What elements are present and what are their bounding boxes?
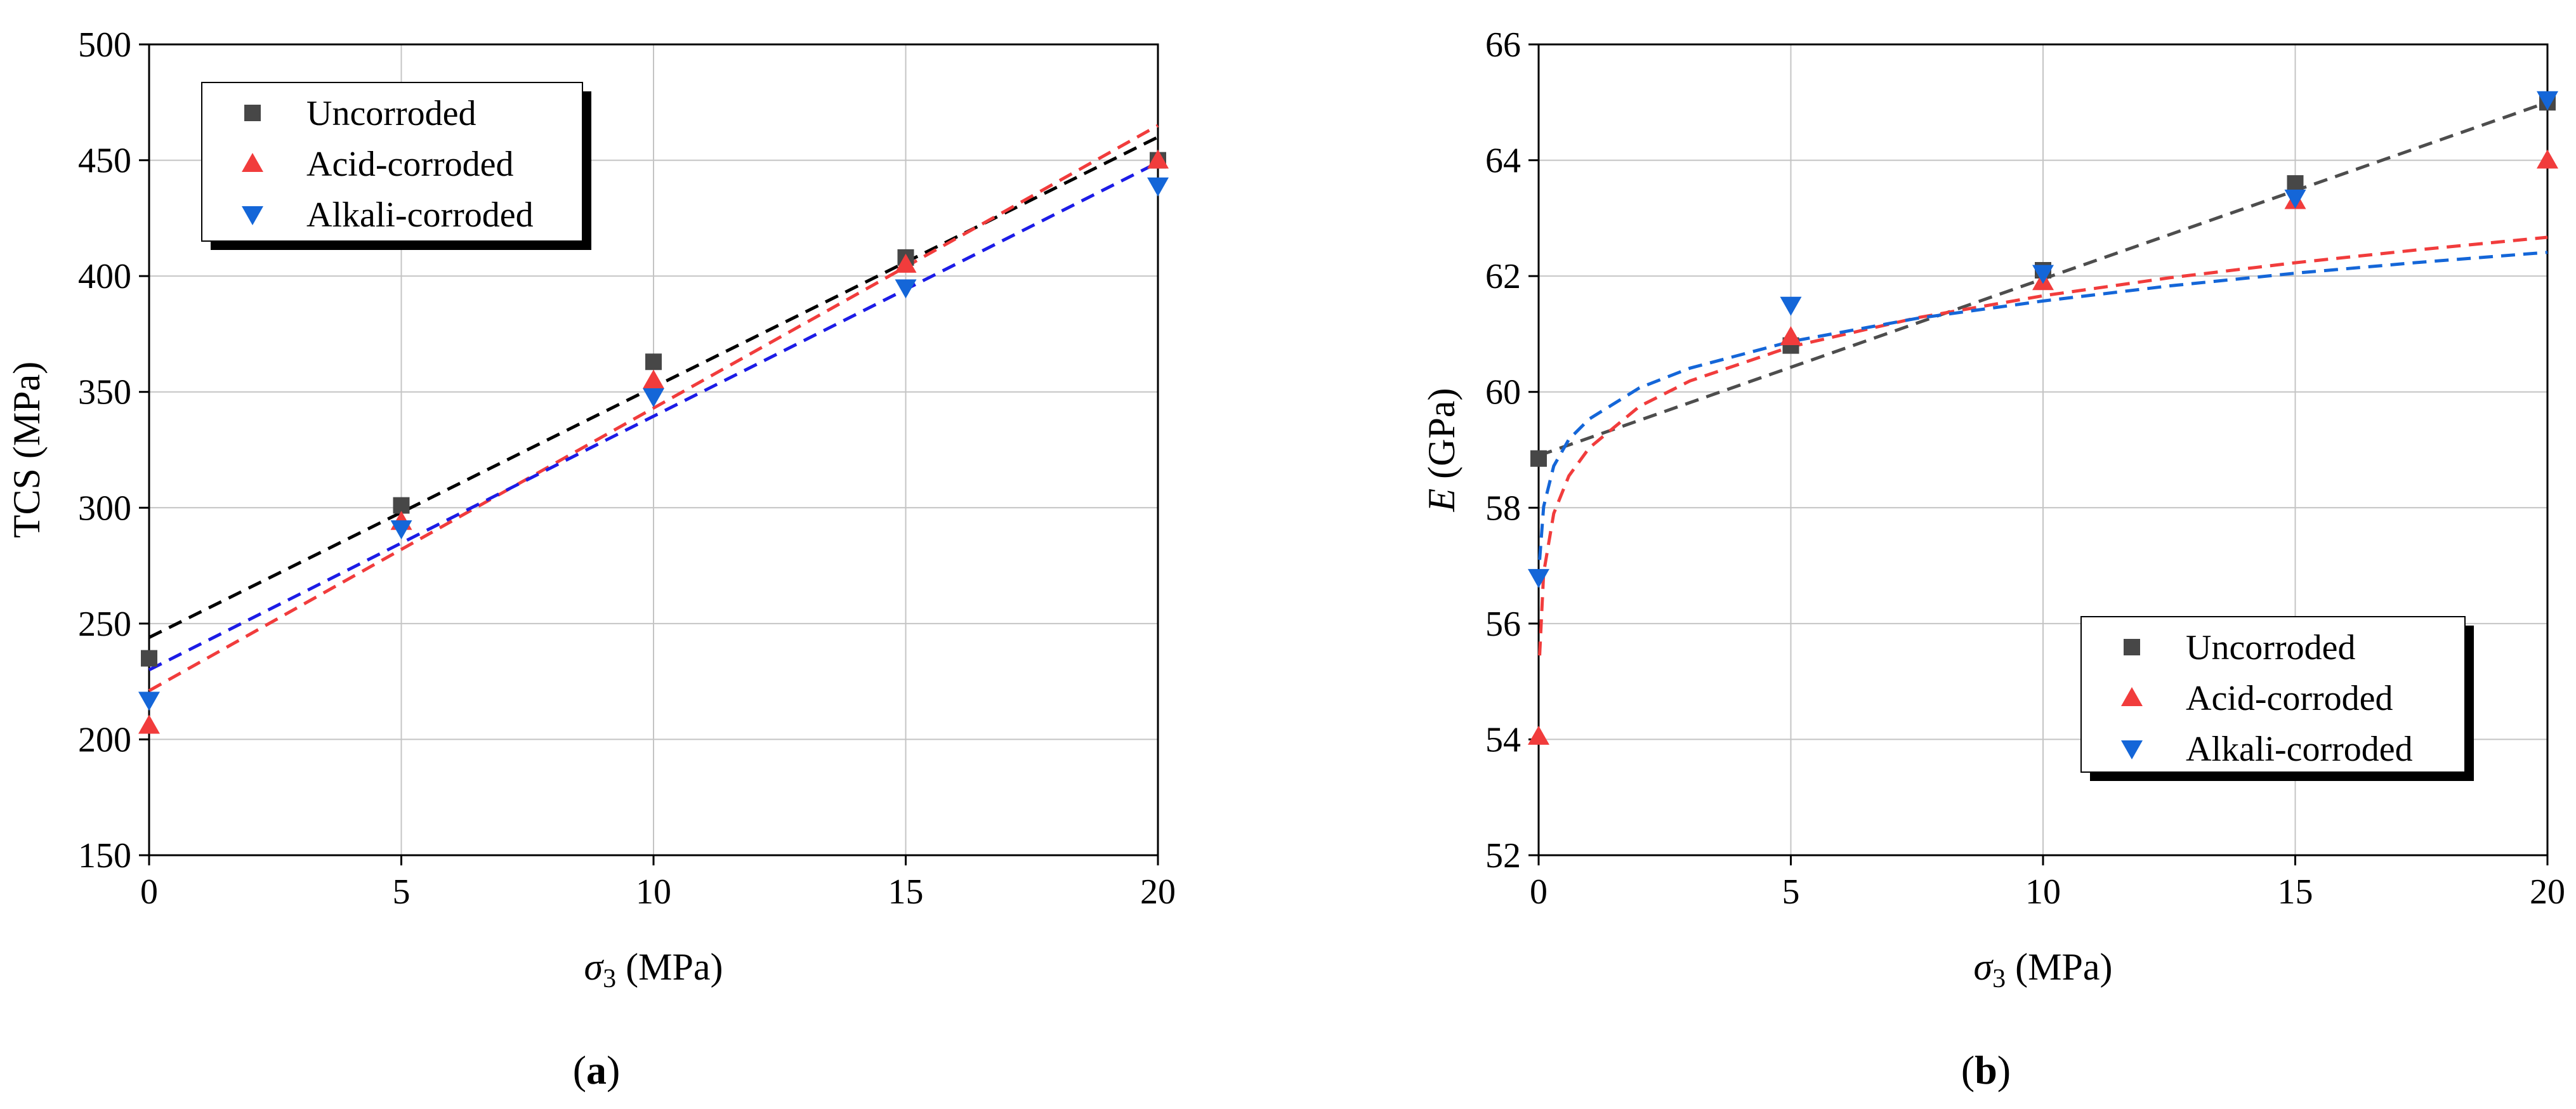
x-axis-label: σ3 (MPa) [1974, 946, 2113, 994]
legend-marker-uncorroded [2124, 639, 2140, 655]
data-point-uncorroded [1530, 450, 1547, 467]
fit-line-alkali-corroded [1538, 251, 2548, 560]
fit-line-acid-corroded [148, 124, 1159, 692]
legend-label: Alkali-corroded [306, 195, 534, 235]
data-point-acid-corroded [1147, 149, 1169, 169]
y-tick-label: 450 [78, 141, 131, 181]
panel-label-open: ( [573, 1047, 586, 1093]
y-tick-label: 54 [1485, 720, 1521, 759]
data-point-uncorroded [141, 650, 157, 667]
panel-label-close: ) [1997, 1047, 2011, 1093]
x-axis-subscript: 3 [603, 964, 616, 994]
y-tick-label: 52 [1485, 836, 1521, 876]
fit-line-acid-corroded [1538, 235, 2548, 656]
x-tick-label: 10 [636, 872, 671, 912]
data-point-alkali-corroded [2537, 91, 2558, 110]
data-point-acid-corroded [2537, 149, 2558, 169]
panel-label: (a) [573, 1047, 621, 1093]
data-point-alkali-corroded [390, 520, 412, 540]
data-point-uncorroded [393, 497, 410, 514]
x-axis-symbol: σ [584, 946, 605, 988]
panel-label: (b) [1961, 1047, 2011, 1093]
x-axis-label: σ3 (MPa) [584, 946, 723, 994]
data-point-alkali-corroded [138, 692, 160, 711]
y-tick-label: 60 [1485, 373, 1521, 412]
x-tick-label: 5 [1782, 872, 1800, 912]
panel-label-close: ) [607, 1047, 620, 1093]
y-axis-label: TCS (MPa) [6, 362, 48, 538]
data-point-acid-corroded [1528, 725, 1549, 745]
legend-box [2080, 616, 2466, 773]
y-axis-unit: (GPa) [1421, 388, 1462, 489]
chart-panel-b: 0 5 10 15 20 52 54 56 58 60 62 64 66 σ3 (MPa) E (GPa) U… [1421, 25, 2565, 1093]
legend-label: Acid-corroded [306, 145, 514, 184]
x-axis-unit: (MPa) [2006, 946, 2112, 988]
y-tick-label: 250 [78, 605, 131, 644]
data-point-uncorroded [2287, 175, 2304, 192]
y-tick-label: 58 [1485, 489, 1521, 528]
legend-label: Acid-corroded [2186, 679, 2393, 718]
data-point-acid-corroded [1780, 325, 1802, 345]
data-point-alkali-corroded [895, 279, 917, 299]
legend-marker-alkali-corroded [2121, 740, 2143, 759]
legend-label: Alkali-corroded [2186, 730, 2413, 769]
x-tick-label: 5 [393, 872, 411, 912]
panel-label-open: ( [1961, 1047, 1975, 1093]
data-point-alkali-corroded [2284, 189, 2306, 209]
y-axis-label: E (GPa) [1421, 388, 1462, 513]
y-axis-symbol: E [1421, 489, 1462, 513]
chart-panel-a: 0 5 10 15 20 150 200 250 300 350 400 450 500 σ3 (MPa)… [6, 25, 1176, 1093]
data-point-alkali-corroded [2032, 265, 2054, 284]
legend-label: Uncorroded [306, 94, 476, 133]
x-tick-label: 15 [888, 872, 924, 912]
y-tick-label: 300 [78, 489, 131, 528]
y-tick-label: 150 [78, 836, 131, 876]
x-tick-label: 20 [1140, 872, 1176, 912]
x-axis-subscript: 3 [1992, 964, 2006, 994]
y-tick-label: 66 [1485, 25, 1521, 65]
fit-line-alkali-corroded [148, 161, 1159, 672]
data-point-acid-corroded [643, 369, 664, 389]
panel-label-letter: b [1975, 1047, 1997, 1093]
y-tick-label: 64 [1485, 141, 1521, 181]
y-tick-label: 200 [78, 720, 131, 759]
data-point-acid-corroded [138, 714, 160, 734]
legend-marker-alkali-corroded [242, 206, 263, 225]
legend-marker-acid-corroded [2121, 687, 2143, 706]
legend-box [201, 82, 583, 242]
data-point-alkali-corroded [1147, 177, 1169, 197]
y-tick-label: 350 [78, 373, 131, 412]
x-axis-unit: (MPa) [616, 946, 723, 988]
data-point-alkali-corroded [1780, 296, 1802, 316]
x-tick-label: 0 [140, 872, 158, 912]
legend-marker-acid-corroded [242, 153, 263, 172]
data-point-alkali-corroded [1528, 568, 1549, 588]
x-tick-label: 15 [2278, 872, 2313, 912]
data-point-acid-corroded [895, 253, 917, 273]
data-point-alkali-corroded [643, 388, 664, 408]
panel-label-letter: a [586, 1047, 607, 1093]
y-tick-label: 56 [1485, 605, 1521, 644]
x-axis-symbol: σ [1974, 946, 1994, 988]
x-tick-label: 10 [2025, 872, 2061, 912]
legend-label: Uncorroded [2186, 628, 2355, 667]
y-tick-label: 500 [78, 25, 131, 65]
y-tick-label: 62 [1485, 257, 1521, 296]
legend-marker-uncorroded [244, 105, 261, 121]
y-tick-label: 400 [78, 257, 131, 296]
data-point-uncorroded [645, 353, 662, 371]
x-tick-label: 20 [2530, 872, 2565, 912]
x-tick-label: 0 [1530, 872, 1548, 912]
